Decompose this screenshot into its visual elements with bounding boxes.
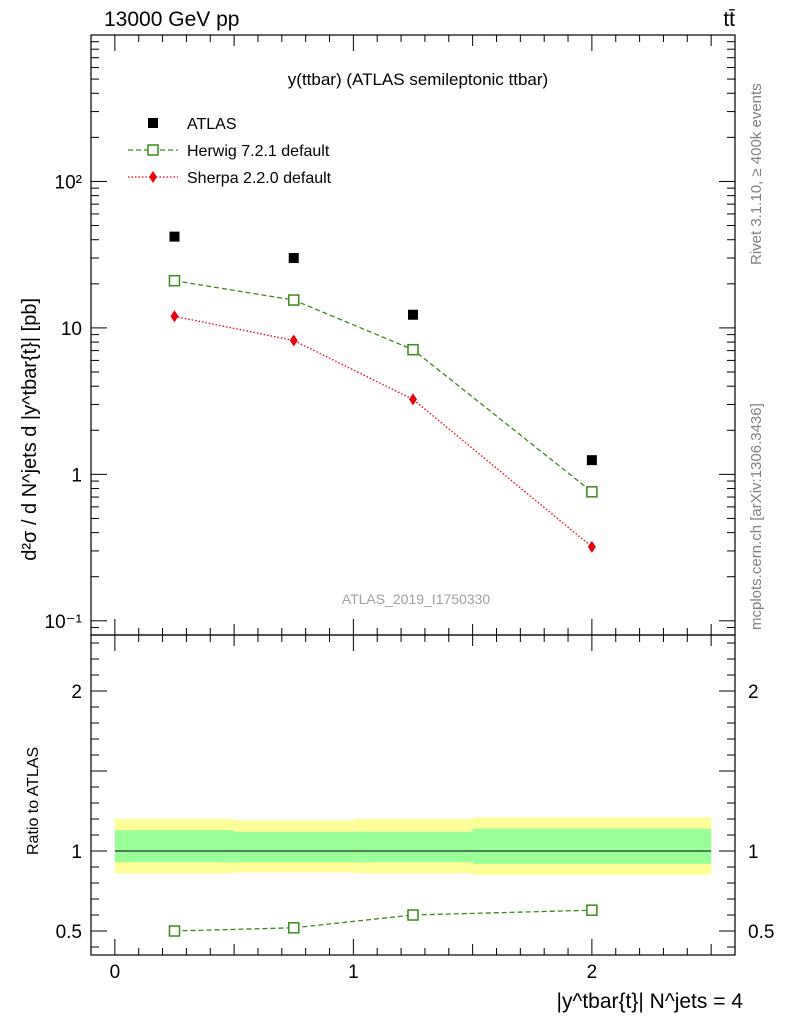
herwig-line — [174, 280, 593, 493]
legend-herwig-marker — [147, 144, 159, 156]
ratio-band-green — [114, 830, 235, 863]
ratio-y-axis-label: Ratio to ATLAS — [25, 747, 42, 855]
herwig-point — [168, 274, 181, 287]
atlas-point — [169, 231, 180, 242]
ratio-herwig-point — [287, 922, 300, 934]
ratio-band-green — [472, 828, 712, 864]
ratio-herwig-point — [168, 925, 181, 937]
ratio-y-tick-label: 1 — [71, 842, 82, 863]
legend-entry-atlas: ATLAS — [148, 116, 237, 133]
legend: ATLAS Herwig 7.2.1 default Sherpa 2.2.0 … — [128, 116, 332, 187]
main-y-axis-label: d²σ / d N^jets d |y^tbar{t}| [pb] — [19, 298, 41, 561]
ratio-band-green — [234, 831, 354, 863]
ratio-herwig-point — [407, 909, 419, 921]
legend-entry-sherpa: Sherpa 2.2.0 default — [128, 170, 332, 187]
ratio-herwig-point — [586, 904, 598, 916]
sherpa-point — [170, 310, 179, 323]
ratio-y-tick-label-right: 1 — [748, 842, 759, 863]
header-energy-label: 13000 GeV pp — [104, 8, 239, 31]
header-process-label: tt̄ — [723, 8, 735, 31]
analysis-watermark: ATLAS_2019_I1750330 — [342, 591, 491, 607]
legend-sherpa-marker — [149, 171, 157, 183]
x-axis-label: |y^tbar{t}| N^jets = 4 — [557, 990, 744, 1013]
ratio-series-markers — [168, 904, 598, 937]
mcplots-label: mcplots.cern.ch [arXiv:1306.3436] — [748, 403, 765, 630]
ratio-y-tick-label-right: 2 — [748, 682, 759, 703]
legend-sherpa-label: Sherpa 2.2.0 default — [187, 170, 332, 187]
sherpa-line — [174, 315, 593, 548]
x-tick-label: 2 — [587, 962, 598, 983]
ratio-uncertainty-bands — [114, 817, 712, 875]
legend-atlas-marker — [148, 118, 158, 128]
ratio-plot: 0.5 0.5 1 1 2 2 0 1 2 Ratio to ATLAS |y^tbar{t}|… — [25, 634, 774, 1013]
x-tick-label: 0 — [110, 962, 121, 983]
ratio-ticks: 0.5 0.5 1 1 2 2 0 1 2 — [56, 635, 774, 983]
rivet-version-label: Rivet 3.1.10, ≥ 400k events — [748, 83, 765, 265]
atlas-point — [586, 455, 597, 466]
main-y-tick-label: 1 — [71, 465, 82, 486]
ratio-herwig-line — [174, 909, 592, 932]
main-series-lines — [174, 280, 593, 548]
atlas-point — [288, 253, 299, 264]
ratio-plot-frame — [90, 634, 736, 956]
main-series-markers — [168, 231, 598, 553]
sherpa-point — [289, 334, 298, 347]
herwig-point — [586, 486, 598, 498]
ratio-band-green — [353, 831, 473, 863]
ratio-y-tick-label-right: 0.5 — [748, 922, 774, 943]
main-y-tick-label: 10⁻¹ — [45, 612, 83, 633]
legend-atlas-label: ATLAS — [187, 116, 237, 133]
ratio-y-tick-label: 2 — [71, 682, 82, 703]
legend-herwig-label: Herwig 7.2.1 default — [187, 143, 330, 160]
sherpa-point — [587, 540, 596, 553]
ratio-y-tick-label: 0.5 — [56, 922, 82, 943]
ratio-series-lines — [174, 909, 592, 932]
atlas-point — [408, 309, 418, 320]
main-plot: 10⁻¹ 1 10 10² y(ttbar) (ATLAS semileptonic … — [19, 34, 736, 636]
legend-entry-herwig: Herwig 7.2.1 default — [128, 143, 330, 160]
herwig-point — [287, 294, 300, 306]
x-tick-label: 1 — [348, 962, 359, 983]
herwig-point — [407, 343, 419, 356]
main-y-tick-label: 10² — [55, 172, 82, 193]
main-plot-title: y(ttbar) (ATLAS semileptonic ttbar) — [288, 70, 548, 89]
main-y-tick-label: 10 — [61, 319, 82, 340]
main-ticks: 10⁻¹ 1 10 10² — [45, 34, 735, 636]
sherpa-point — [409, 393, 417, 406]
